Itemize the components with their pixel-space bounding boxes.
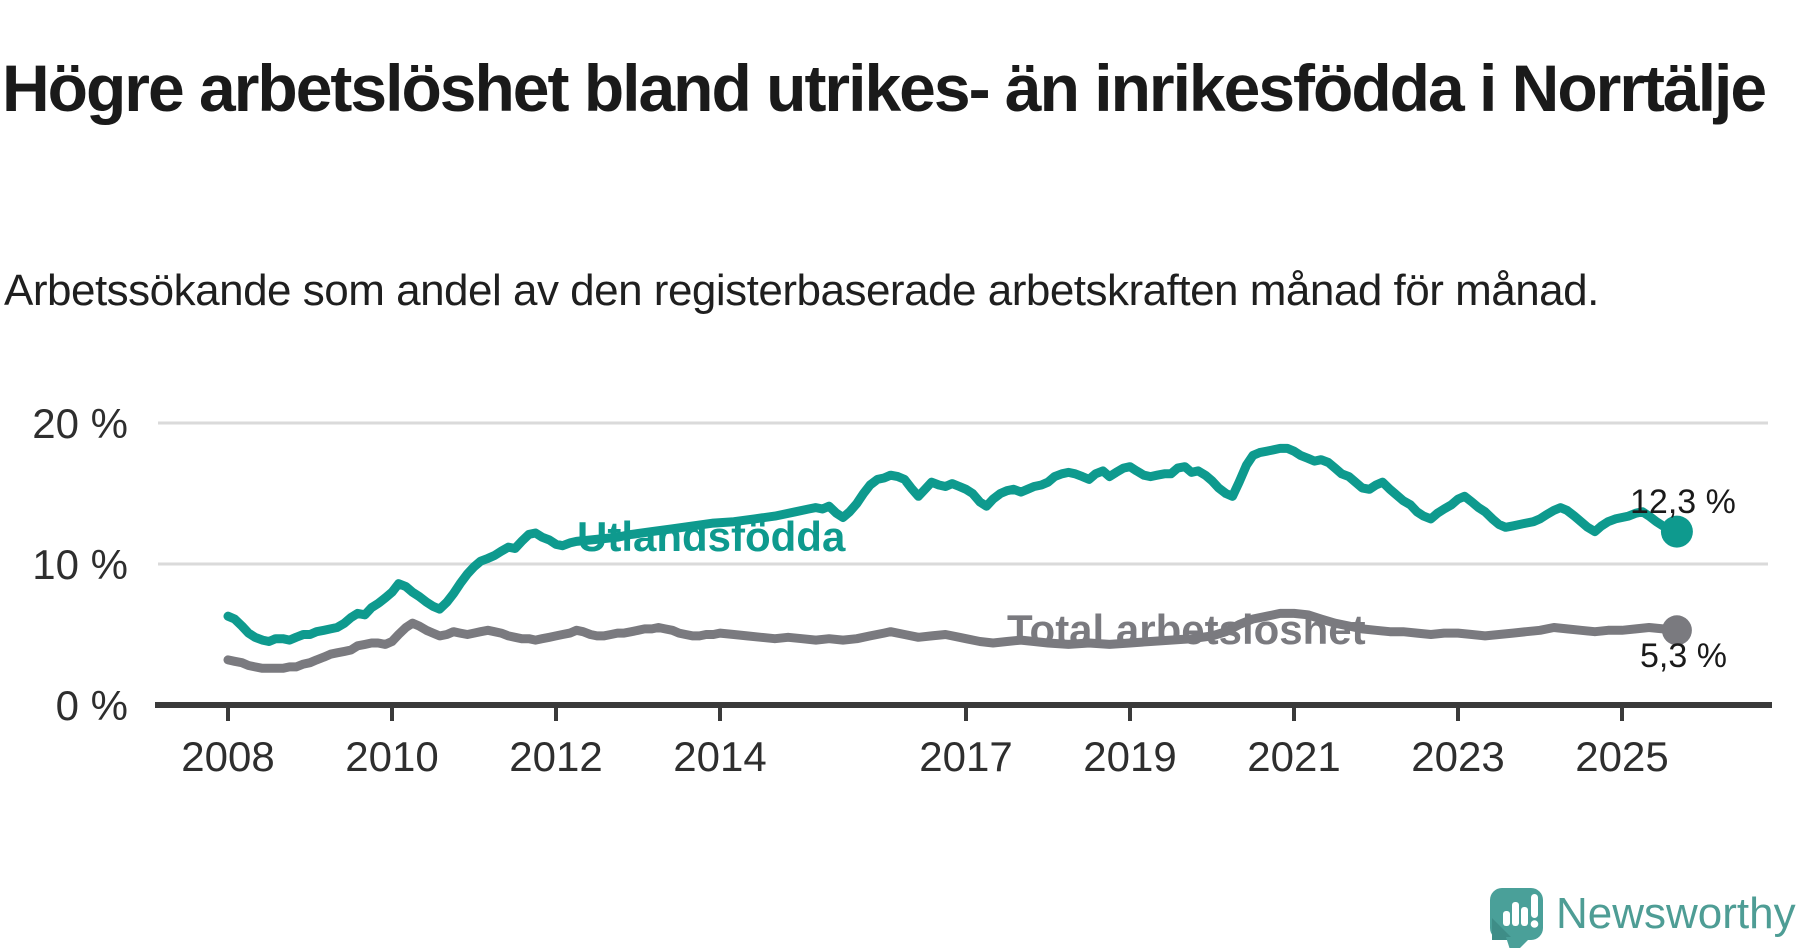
series-end-dot-total <box>1661 615 1692 646</box>
y-axis-label-20: 20 % <box>32 400 128 447</box>
x-axis-tick-label: 2025 <box>1575 733 1668 780</box>
x-axis-tick-label: 2017 <box>919 733 1012 780</box>
page-title: Högre arbetslöshet bland utrikes- än inr… <box>2 51 1767 126</box>
x-axis-tick-label: 2010 <box>345 733 438 780</box>
chart-subtitle: Arbetssökande som andel av den registerb… <box>4 266 1599 315</box>
series-line-utlandsfodda <box>223 443 1682 646</box>
series-line-total <box>223 608 1682 673</box>
x-axis-tick-label: 2019 <box>1083 733 1176 780</box>
end-value-label-utlandsfodda: 12,3 % <box>1630 483 1736 521</box>
x-axis-tick-label: 2021 <box>1247 733 1340 780</box>
x-axis-ticks: 2008 2010 2012 2014 2017 2019 2021 2023 2025 <box>181 703 1669 780</box>
y-axis-label-0: 0 % <box>56 682 128 729</box>
series-end-dot-utlandsfodda <box>1660 515 1693 548</box>
x-axis-tick-label: 2023 <box>1411 733 1504 780</box>
end-value-label-total: 5,3 % <box>1640 637 1727 675</box>
newsworthy-logo-icon <box>1490 888 1543 948</box>
y-axis-label-10: 10 % <box>32 541 128 588</box>
series-label-utlandsfodda: Utlandsfödda <box>577 513 846 560</box>
x-axis-tick-label: 2008 <box>181 733 274 780</box>
x-axis-tick-label: 2012 <box>509 733 602 780</box>
series-label-total: Total arbetslöshet <box>1007 606 1366 653</box>
newsworthy-logo: Newsworthy <box>1490 888 1796 948</box>
x-axis-tick-label: 2014 <box>673 733 766 780</box>
brand-name: Newsworthy <box>1556 889 1796 938</box>
